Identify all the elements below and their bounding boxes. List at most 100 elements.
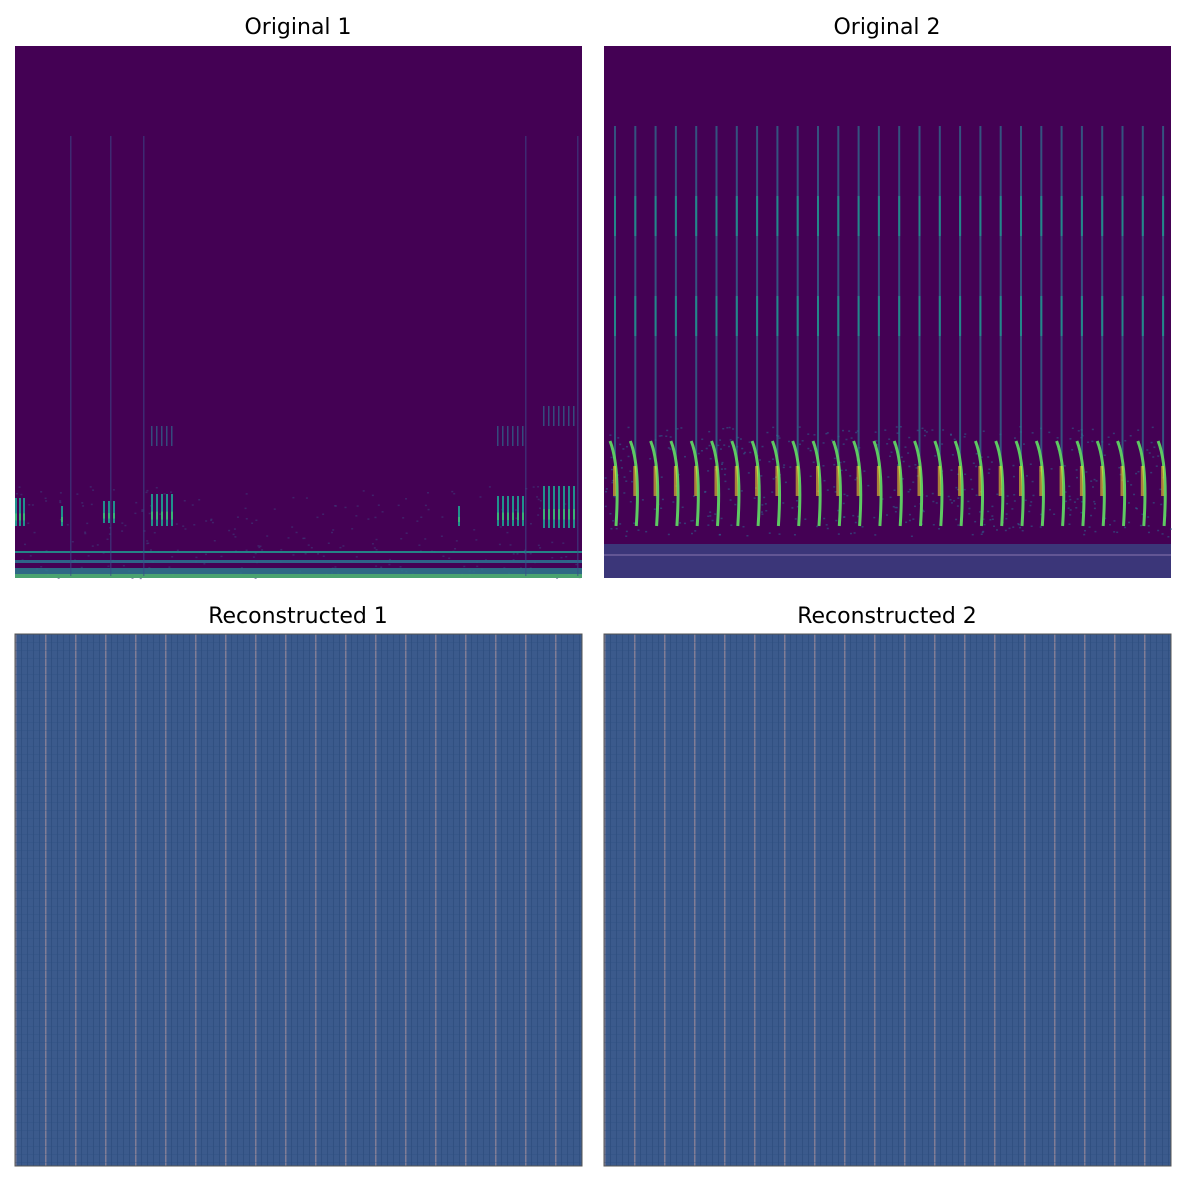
- call-mark: [548, 486, 550, 528]
- noise-speck: [807, 433, 810, 435]
- noise-speck: [45, 550, 48, 552]
- harmonic-mark: [573, 406, 575, 426]
- spectrogram-reconstructed-2: [603, 633, 1172, 1167]
- noise-speck: [609, 512, 612, 515]
- noise-speck: [1004, 529, 1007, 532]
- call-fundamental: [1034, 440, 1045, 527]
- call-mark-core: [502, 512, 504, 520]
- noise-speck: [220, 555, 223, 558]
- stripe: [129, 634, 130, 1166]
- h-stripe: [15, 906, 582, 907]
- noise-speck: [538, 507, 541, 510]
- noise-speck: [1050, 468, 1053, 470]
- call-mark: [497, 496, 499, 526]
- noise-speck: [625, 445, 628, 448]
- noise-speck: [1139, 524, 1142, 527]
- h-stripe: [15, 874, 582, 875]
- noise-speck: [968, 507, 971, 510]
- noise-speck: [1080, 501, 1083, 503]
- noise-speck: [822, 442, 825, 444]
- noise-speck: [1031, 432, 1034, 434]
- noise-speck: [175, 523, 178, 525]
- noise-speck: [931, 492, 934, 495]
- noise-speck: [743, 452, 746, 455]
- stripe: [213, 634, 214, 1166]
- call-mark-core: [507, 512, 509, 520]
- stripe: [934, 634, 936, 1166]
- noise-speck: [987, 472, 990, 474]
- h-stripe: [15, 690, 582, 691]
- noise-speck: [1118, 466, 1121, 469]
- noise-speck: [291, 526, 294, 528]
- noise-speck: [909, 513, 912, 516]
- stripe: [27, 634, 28, 1166]
- call-mark: [458, 506, 460, 526]
- stripe: [796, 634, 797, 1166]
- stripe: [604, 634, 606, 1166]
- stripe: [471, 634, 472, 1166]
- noise-speck: [537, 514, 540, 516]
- call-fundamental: [1156, 440, 1167, 527]
- call-harmonic: [938, 196, 941, 236]
- h-stripe: [15, 1034, 582, 1035]
- stripe: [706, 634, 707, 1166]
- noise-speck: [619, 523, 622, 525]
- noise-speck: [666, 429, 669, 432]
- noise-speck: [955, 518, 958, 521]
- noise-speck: [153, 531, 156, 534]
- noise-speck: [198, 499, 201, 501]
- noise-speck: [1126, 480, 1129, 483]
- noise-speck: [721, 461, 724, 464]
- stripe: [63, 634, 64, 1166]
- stripe: [93, 634, 94, 1166]
- noise-speck: [692, 495, 695, 497]
- noise-speck: [1064, 491, 1067, 493]
- panel-title-reconstructed-1: Reconstructed 1: [208, 604, 388, 629]
- noise-speck: [292, 554, 295, 556]
- noise-speck: [720, 468, 723, 470]
- h-stripe: [15, 1098, 582, 1099]
- h-stripe: [604, 802, 1171, 803]
- noise-speck: [1133, 493, 1136, 496]
- noise-speck: [942, 429, 945, 431]
- noise-speck: [719, 439, 722, 441]
- call-mark-core: [543, 509, 545, 520]
- h-stripe: [15, 970, 582, 971]
- noise-speck: [979, 511, 982, 513]
- noise-speck: [723, 473, 726, 476]
- noise-speck: [949, 499, 952, 501]
- noise-speck: [771, 491, 774, 493]
- call-peak: [958, 466, 962, 496]
- noise-speck: [1017, 523, 1020, 526]
- noise-speck: [148, 567, 151, 569]
- h-stripe: [604, 1074, 1171, 1075]
- h-stripe: [15, 1090, 582, 1091]
- stripe: [628, 634, 629, 1166]
- noise-speck: [245, 518, 248, 520]
- stripe: [105, 634, 107, 1166]
- h-stripe: [604, 1098, 1171, 1099]
- noise-speck: [796, 500, 799, 502]
- stripe: [1168, 634, 1169, 1166]
- call-mark-core: [548, 509, 550, 520]
- h-stripe: [15, 914, 582, 915]
- noise-speck: [1150, 441, 1153, 444]
- noise-speck: [488, 486, 491, 488]
- noise-speck: [149, 549, 152, 551]
- h-stripe: [15, 754, 582, 755]
- h-stripe: [604, 810, 1171, 811]
- stripe: [441, 634, 442, 1166]
- noise-speck: [956, 505, 959, 507]
- noise-speck: [884, 429, 887, 431]
- noise-speck: [826, 527, 829, 530]
- stripe: [892, 634, 893, 1166]
- stripe: [549, 634, 550, 1166]
- h-stripe: [604, 1058, 1171, 1059]
- noise-speck: [15, 492, 18, 495]
- noise-speck: [612, 520, 615, 522]
- noise-speck: [665, 435, 668, 438]
- h-stripe: [15, 658, 582, 659]
- noise-speck: [1091, 428, 1094, 431]
- call-fundamental: [994, 440, 1005, 527]
- noise-speck: [1024, 499, 1027, 502]
